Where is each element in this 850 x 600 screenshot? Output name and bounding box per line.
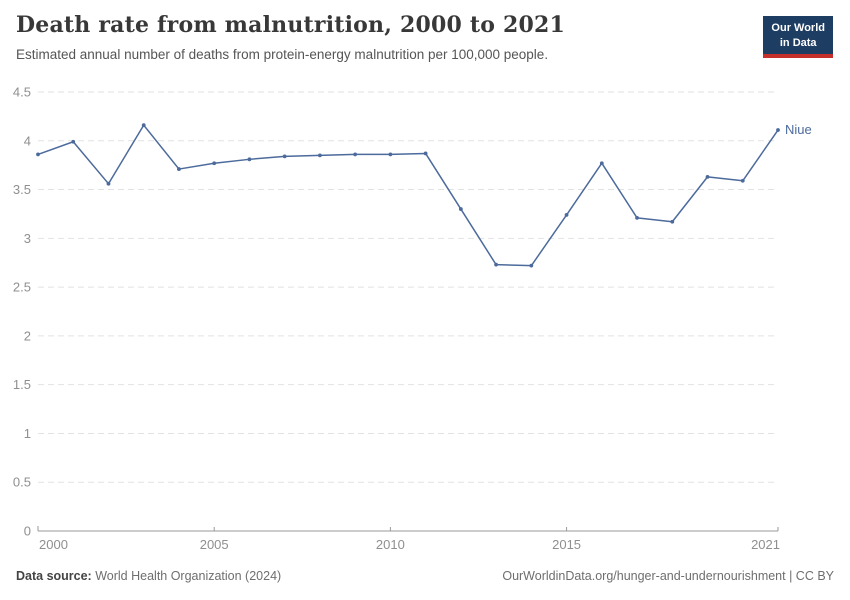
x-tick-label: 2005 — [200, 537, 229, 552]
data-point[interactable] — [388, 152, 393, 157]
data-point[interactable] — [635, 215, 639, 220]
page-title: Death rate from malnutrition, 2000 to 20… — [16, 12, 565, 38]
series-end-label[interactable]: Niue — [785, 122, 812, 137]
attribution-link[interactable]: OurWorldinData.org/hunger-and-undernouri… — [502, 569, 834, 583]
data-source-text: World Health Organization (2024) — [95, 569, 282, 583]
owid-logo: Our World in Data — [763, 16, 833, 59]
data-point[interactable] — [353, 152, 358, 157]
y-tick-label: 2.5 — [13, 280, 31, 295]
y-tick-label: 3 — [24, 231, 31, 246]
data-point[interactable] — [740, 178, 745, 183]
series-line[interactable] — [37, 124, 779, 267]
chart-subtitle: Estimated annual number of deaths from p… — [16, 47, 549, 62]
x-tick-label: 2000 — [39, 537, 68, 552]
data-point[interactable] — [282, 154, 287, 159]
data-source: Data source: World Health Organization (… — [16, 569, 281, 583]
chart-header: Death rate from malnutrition, 2000 to 20… — [16, 12, 750, 62]
chart-footer: Data source: World Health Organization (… — [16, 569, 834, 583]
x-tick-label: 2010 — [376, 537, 405, 552]
data-point[interactable] — [564, 213, 569, 217]
data-point[interactable] — [36, 152, 40, 157]
y-tick-label: 1 — [24, 426, 31, 441]
data-point[interactable] — [529, 263, 534, 268]
data-point[interactable] — [141, 123, 146, 128]
x-tick-label: 2015 — [552, 537, 581, 552]
y-tick-label: 1.5 — [13, 377, 31, 392]
data-point[interactable] — [71, 139, 76, 144]
owid-logo-line1: Our World — [771, 22, 825, 34]
data-point[interactable] — [247, 157, 252, 162]
data-point[interactable] — [106, 181, 111, 186]
y-tick-label: 3.5 — [13, 182, 31, 197]
x-tick-label: 2021 — [751, 537, 780, 552]
data-point[interactable] — [423, 151, 428, 156]
data-point[interactable] — [458, 207, 463, 211]
y-tick-label: 0 — [24, 524, 31, 539]
data-point[interactable] — [494, 262, 498, 267]
y-tick-label: 4.5 — [13, 85, 31, 100]
data-point[interactable] — [212, 161, 217, 166]
data-point[interactable] — [776, 128, 780, 132]
data-source-label: Data source: — [16, 569, 92, 583]
data-point[interactable] — [670, 219, 675, 224]
y-tick-label: 4 — [24, 133, 31, 148]
data-point[interactable] — [599, 161, 604, 166]
data-point[interactable] — [705, 174, 710, 179]
data-point[interactable] — [177, 167, 181, 171]
y-tick-label: 2 — [24, 328, 31, 343]
y-tick-label: 0.5 — [13, 475, 31, 490]
owid-logo-line2: in Data — [779, 36, 817, 49]
data-point[interactable] — [318, 153, 322, 158]
